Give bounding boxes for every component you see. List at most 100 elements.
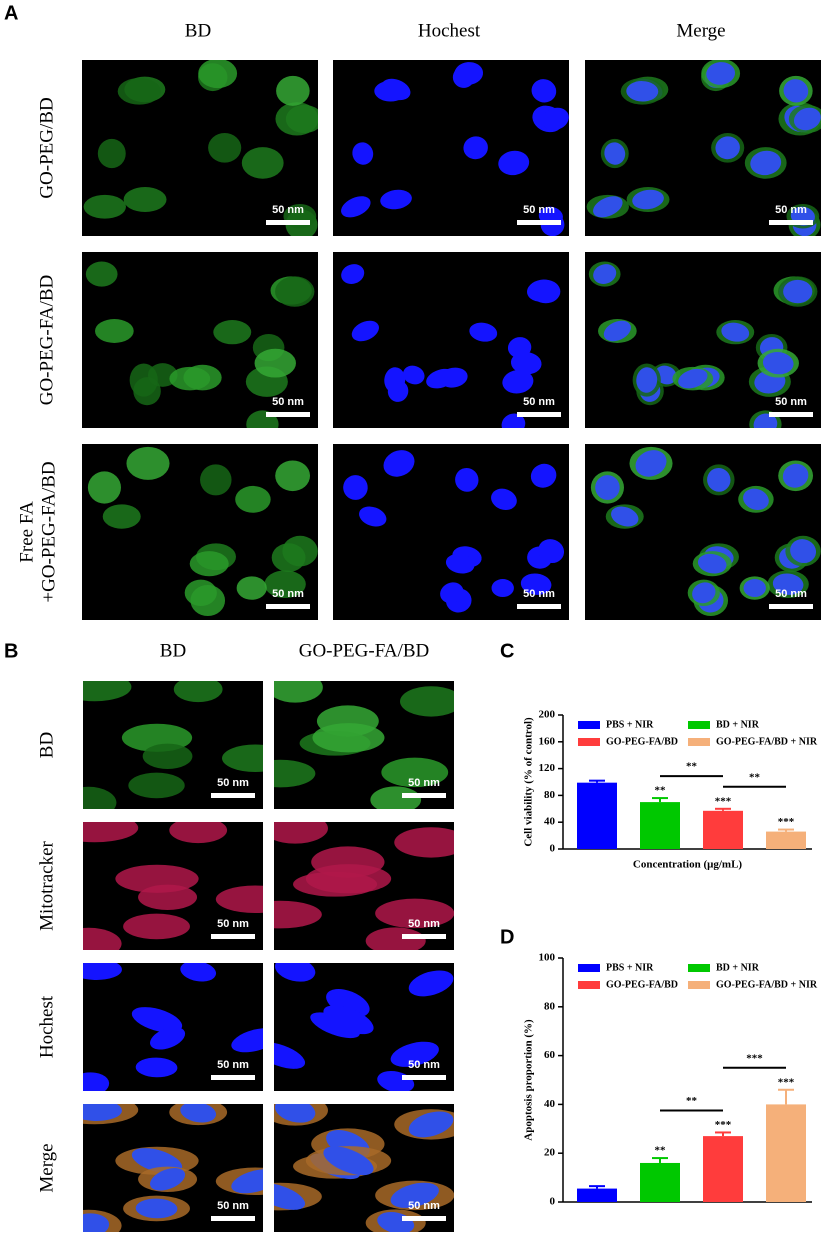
scale-bar	[266, 412, 310, 417]
row-label: +GO-PEG-FA/BD	[38, 461, 59, 602]
significance: ***	[715, 795, 732, 807]
cell-body	[365, 927, 426, 950]
cell-body	[83, 927, 122, 950]
nucleus	[359, 506, 387, 527]
cell-body	[264, 570, 306, 599]
nucleus	[341, 264, 365, 284]
nucleus	[408, 970, 454, 997]
micrograph: 50 nm	[274, 822, 454, 950]
nucleus	[707, 467, 731, 492]
comparison-label: **	[686, 1095, 698, 1107]
nucleus	[530, 463, 557, 488]
micrograph: 50 nm	[83, 822, 263, 950]
nucleus	[426, 368, 456, 389]
micrograph: 50 nm	[274, 1104, 454, 1232]
micrograph: 50 nm	[82, 444, 318, 620]
nucleus	[390, 1182, 439, 1208]
micrograph: 50 nm	[83, 1104, 263, 1232]
nucleus	[783, 79, 809, 103]
cell-body	[85, 261, 118, 287]
nucleus	[231, 1028, 263, 1053]
nucleus	[352, 142, 374, 165]
cell-body	[275, 276, 315, 307]
nucleus	[274, 1104, 316, 1123]
significance: ***	[778, 1076, 795, 1088]
row-label: GO-PEG-FA/BD	[36, 275, 57, 406]
nucleus	[531, 279, 561, 304]
nucleus	[83, 963, 122, 980]
scale-bar-label: 50 nm	[272, 204, 304, 216]
cell-body	[213, 320, 252, 345]
bar	[703, 810, 743, 849]
scale-bar	[211, 793, 255, 798]
column-header: Hochest	[418, 20, 481, 41]
micrograph: 50 nm	[333, 60, 569, 236]
y-tick-label: 60	[544, 1049, 556, 1061]
bar	[577, 782, 617, 849]
significance: ***	[778, 816, 795, 828]
nucleus	[541, 107, 569, 131]
nucleus	[750, 150, 782, 176]
nucleus	[538, 539, 565, 564]
nucleus	[502, 369, 534, 394]
nucleus	[351, 320, 379, 342]
nucleus	[83, 1104, 122, 1121]
scale-bar-label: 50 nm	[272, 396, 304, 408]
panel-label: C	[500, 640, 514, 662]
y-tick-label: 20	[544, 1147, 556, 1159]
scale-bar-label: 50 nm	[523, 588, 555, 600]
cell-body	[138, 884, 198, 910]
nucleus	[135, 1057, 178, 1078]
nucleus	[402, 365, 425, 385]
nucleus	[626, 81, 659, 102]
nucleus	[783, 279, 813, 304]
nucleus	[678, 368, 708, 389]
micrograph: 50 nm	[274, 681, 454, 809]
nucleus	[323, 1005, 374, 1035]
comparison-label: **	[749, 771, 761, 783]
bar	[640, 802, 680, 849]
nucleus	[753, 413, 778, 428]
y-tick-label: 200	[539, 709, 556, 721]
micrograph: 50 nm	[333, 252, 569, 428]
micrograph: 50 nm	[82, 60, 318, 236]
nucleus	[380, 189, 412, 210]
scale-bar-label: 50 nm	[523, 396, 555, 408]
cell-body	[117, 77, 161, 105]
micrograph: 50 nm	[274, 963, 454, 1091]
nucleus	[520, 573, 552, 595]
bar	[640, 1162, 680, 1202]
column-header: BD	[185, 20, 211, 41]
scale-bar	[769, 412, 813, 417]
nucleus	[274, 1042, 306, 1069]
scale-bar	[211, 1075, 255, 1080]
cell-body	[169, 366, 211, 391]
y-axis-label: Cell viability (% of control)	[523, 717, 535, 847]
nucleus	[632, 189, 664, 210]
nucleus	[790, 539, 817, 564]
scale-bar-label: 50 nm	[272, 588, 304, 600]
nucleus	[469, 322, 498, 342]
cell-body	[274, 759, 316, 788]
scale-bar-label: 50 nm	[408, 918, 440, 930]
y-axis-label: Apoptosis proportion (%)	[523, 1019, 535, 1141]
legend-swatch	[688, 964, 710, 972]
column-header: BD	[160, 640, 186, 661]
bar	[703, 1136, 743, 1202]
legend-swatch	[688, 981, 710, 989]
significance: **	[655, 785, 667, 797]
panel-label: A	[4, 2, 18, 24]
nucleus	[274, 1183, 306, 1210]
column-header: GO-PEG-FA/BD	[299, 640, 430, 661]
y-tick-label: 0	[550, 1196, 556, 1208]
cell-body	[128, 772, 185, 799]
bar	[766, 1104, 806, 1202]
cell-body	[142, 743, 193, 769]
column-header: Merge	[676, 20, 725, 41]
nucleus	[131, 1007, 183, 1033]
comparison-label: **	[686, 761, 698, 773]
cell-body	[381, 757, 449, 788]
nucleus	[384, 367, 406, 393]
row-label: Merge	[36, 1143, 57, 1192]
nucleus	[743, 579, 766, 598]
